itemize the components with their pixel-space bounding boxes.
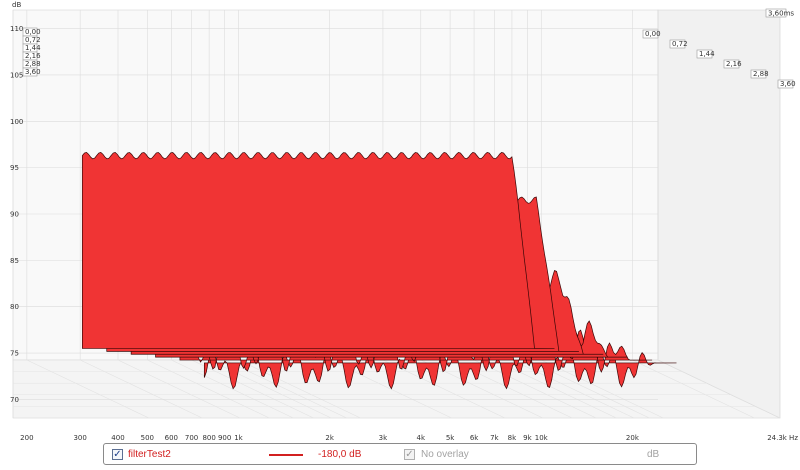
x-tick-label: 600: [165, 434, 178, 440]
x-tick-label: 8k: [508, 434, 517, 440]
legend-bar: ✓ filterTest2 -180,0 dB ✓ No overlay dB: [103, 443, 697, 465]
y-tick-label: 80: [10, 303, 19, 311]
time-tick-label: 3,60: [25, 68, 41, 76]
time-tick-label: 0,72: [672, 40, 688, 48]
y-tick-label: 90: [10, 211, 19, 219]
x-tick-labels: 200 300 400 500 600 700 800 900 1k 2k 3k 4k 5k 6k 7k 8k…: [20, 434, 798, 440]
time-tick-label: 0,72: [25, 36, 41, 44]
y-unit-label: dB: [12, 1, 21, 9]
x-tick-label: 9k: [523, 434, 532, 440]
series-checkbox[interactable]: ✓: [112, 449, 123, 460]
grid-line-floor: [171, 359, 294, 419]
y-tick-label: 105: [10, 71, 23, 79]
grid-line-floor: [191, 359, 314, 419]
time-tick-box: [696, 49, 713, 59]
time-tick-box: [22, 67, 38, 77]
time-tick-box: [750, 69, 767, 79]
y-tick-label: 70: [10, 396, 19, 404]
x-tick-label: 24,3k Hz: [767, 434, 798, 440]
time-tick-box: [669, 39, 686, 49]
grid-line-floor: [117, 359, 241, 419]
time-tick-label: 2,16: [726, 60, 742, 68]
spectral-slice: [203, 345, 677, 390]
x-tick-label: 400: [111, 434, 124, 440]
grid-line-floor: [420, 359, 543, 419]
series-value: -180,0 dB: [318, 449, 362, 460]
grid-line-floor: [473, 359, 597, 419]
grid-line-floor: [541, 359, 664, 419]
time-tick-label: 2,16: [25, 52, 41, 60]
x-tick-label: 4k: [417, 434, 426, 440]
y-tick-label: 85: [10, 257, 19, 265]
time-tick-label: 0,00: [25, 28, 41, 36]
grid-line-floor: [238, 359, 361, 419]
y-tick-label: 95: [10, 164, 19, 172]
x-tick-label: 3k: [379, 434, 388, 440]
grid-line-floor: [80, 359, 203, 419]
grid-line-floor: [449, 359, 573, 419]
time-tick-box: [777, 79, 794, 89]
y-tick-label: 75: [10, 350, 19, 358]
spectral-slices: [81, 152, 677, 390]
x-tick-label: 700: [185, 434, 198, 440]
spectral-slice: [81, 152, 555, 349]
series-label[interactable]: filterTest2: [128, 449, 171, 460]
x-tick-label: 900: [218, 434, 231, 440]
time-tick-box: [723, 59, 740, 69]
time-tick-label: 3,60: [780, 80, 796, 88]
time-tick-label: 1,44: [25, 44, 41, 52]
grid-line-floor: [382, 359, 506, 419]
time-tick-label: 0,00: [645, 30, 661, 38]
overlay-checkbox[interactable]: ✓: [404, 449, 415, 460]
x-tick-label: 1k: [234, 434, 243, 440]
x-tick-label: 6k: [470, 434, 479, 440]
time-tick-labels-left: 0,000,721,442,162,883,60: [22, 27, 41, 77]
time-tick-label: 1,44: [699, 50, 715, 58]
series-line-swatch: [269, 454, 303, 456]
time-tick-label: 2,88: [25, 60, 41, 68]
x-tick-label: 20k: [626, 434, 640, 440]
x-tick-label: 2k: [325, 434, 334, 440]
x-tick-label: 5k: [446, 434, 455, 440]
x-tick-label: 10k: [535, 434, 549, 440]
grid-line-floor: [657, 359, 781, 419]
y-tick-label: 110: [10, 25, 23, 33]
y-tick-labels: 70 75 80 85 90 95 100 105 110: [10, 25, 23, 404]
x-tick-label: 200: [20, 434, 33, 440]
grid-line-floor: [632, 359, 755, 419]
time-end-label: 3,60ms: [768, 10, 794, 18]
x-tick-label: 800: [202, 434, 215, 440]
time-tick-box: [642, 29, 659, 39]
x-tick-label: 300: [73, 434, 86, 440]
x-tick-label: 7k: [490, 434, 499, 440]
time-end-label-box: [765, 8, 787, 18]
grid-line-floor: [147, 359, 270, 419]
unit-label: dB: [647, 449, 660, 460]
time-tick-label: 2,88: [753, 70, 769, 78]
overlay-label[interactable]: No overlay: [421, 449, 469, 460]
grid-line-floor: [224, 359, 347, 419]
x-tick-label: 500: [141, 434, 154, 440]
time-tick-labels-right: 0,00 0,72 1,44 2,16 2,88 3,60: [642, 29, 796, 89]
grid-line-floor: [494, 359, 617, 419]
grid-line-floor: [26, 359, 149, 419]
waterfall-chart: 70 75 80 85 90 95 100 105 110 200 300 400 500 600 700…: [10, 1, 798, 440]
y-tick-label: 100: [10, 118, 23, 126]
grid-line-floor: [511, 359, 635, 419]
